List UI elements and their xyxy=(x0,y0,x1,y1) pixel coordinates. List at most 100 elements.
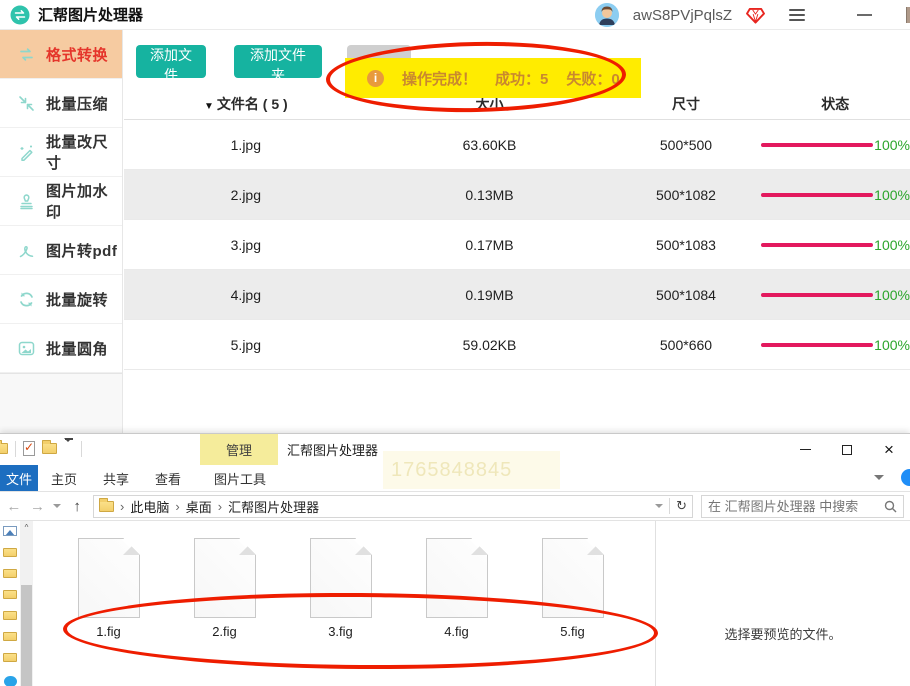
image-processor-window: 汇帮图片处理器 awS8PVjPqlsZ 格式转换 xyxy=(0,3,910,433)
back-icon[interactable]: ← xyxy=(6,497,22,515)
file-item[interactable]: 4.fig xyxy=(425,538,488,639)
file-name: 2.fig xyxy=(212,624,237,639)
progress-percent: 100% xyxy=(874,336,910,353)
divider xyxy=(81,440,82,457)
explorer-content: ^ 1.fig 2.fig 3.fig 4.fig 5.fig xyxy=(0,521,910,686)
menu-icon[interactable] xyxy=(789,6,805,24)
cell-dimension: 500*1083 xyxy=(656,236,716,253)
scroll-up-icon[interactable]: ^ xyxy=(24,523,29,532)
onedrive-icon[interactable] xyxy=(3,675,17,686)
nav-scrollbar[interactable]: ^ xyxy=(20,521,33,686)
cell-status: 100% xyxy=(760,336,910,353)
explorer-window-title: 汇帮图片处理器 xyxy=(287,443,379,458)
tab-share[interactable]: 共享 xyxy=(102,471,129,487)
quick-access-toolbar: ✓ xyxy=(0,437,82,460)
sidebar-item-batch-compress[interactable]: 批量压缩 xyxy=(0,79,122,128)
cell-size: 0.13MB xyxy=(465,186,514,203)
toast-message: 操作完成！ xyxy=(402,70,478,88)
add-folder-button[interactable]: 添加文件夹 xyxy=(234,45,322,83)
recent-locations-icon[interactable] xyxy=(53,504,62,508)
customize-quick-access-icon[interactable] xyxy=(64,437,74,460)
minimize-button[interactable] xyxy=(784,434,826,465)
progress-bar xyxy=(760,342,874,347)
file-item[interactable]: 5.fig xyxy=(541,538,604,639)
folder-icon[interactable] xyxy=(0,440,8,455)
explorer-titlebar: ✓ 管理 汇帮图片处理器 × xyxy=(0,434,910,465)
preview-placeholder-text: 选择要预览的文件。 xyxy=(724,627,842,642)
cell-size: 0.17MB xyxy=(465,236,514,253)
username[interactable]: awS8PVjPqlsZ xyxy=(632,6,732,24)
folder-icon[interactable] xyxy=(3,652,17,662)
progress-bar xyxy=(760,292,874,297)
folder-icon[interactable] xyxy=(3,631,17,641)
up-icon[interactable]: ↑ xyxy=(73,497,81,515)
table-row[interactable]: 4.jpg 0.19MB 500*1084 100% xyxy=(124,270,910,320)
maximize-button[interactable] xyxy=(826,434,868,465)
toast-fail-count: 失败：0 xyxy=(566,70,620,88)
cell-dimension: 500*1084 xyxy=(656,286,716,303)
tab-picture-tools[interactable]: 图片工具 xyxy=(213,471,266,487)
add-file-button[interactable]: 添加文件 xyxy=(136,45,206,83)
header-filename[interactable]: ▼ 文件名 ( 5 ) xyxy=(203,95,288,112)
app-logo-icon xyxy=(10,5,30,24)
table-row[interactable]: 3.jpg 0.17MB 500*1083 100% xyxy=(124,220,910,270)
sidebar-item-format-convert[interactable]: 格式转换 xyxy=(0,30,122,79)
breadcrumb-this-pc[interactable]: 此电脑 xyxy=(130,499,170,515)
minimize-button[interactable] xyxy=(857,14,872,16)
cell-status: 100% xyxy=(760,137,910,153)
breadcrumb-separator: › xyxy=(120,498,125,514)
scrollbar-thumb[interactable] xyxy=(21,585,32,686)
file-item[interactable]: 3.fig xyxy=(309,538,372,639)
file-icon xyxy=(541,538,604,618)
table-row[interactable]: 2.jpg 0.13MB 500*1082 100% xyxy=(124,170,910,220)
cell-dimension: 500*660 xyxy=(659,336,713,353)
address-dropdown-icon[interactable] xyxy=(655,504,664,508)
cell-size: 0.19MB xyxy=(465,286,514,303)
breadcrumb-desktop[interactable]: 桌面 xyxy=(185,499,212,515)
header-status: 状态 xyxy=(821,95,850,112)
sort-desc-icon[interactable]: ▼ xyxy=(203,100,214,112)
search-box[interactable] xyxy=(701,494,905,518)
sidebar-item-batch-rotate[interactable]: 批量旋转 xyxy=(0,275,122,324)
properties-icon[interactable]: ✓ xyxy=(23,440,35,457)
forward-icon[interactable]: → xyxy=(30,497,45,515)
folder-icon[interactable] xyxy=(3,568,17,578)
tab-view[interactable]: 查看 xyxy=(154,471,181,487)
sidebar-item-rounded-corners[interactable]: 批量圆角 xyxy=(0,324,122,373)
progress-bar xyxy=(760,242,874,247)
pictures-icon[interactable] xyxy=(3,526,17,536)
folder-icon[interactable] xyxy=(3,589,17,599)
file-icon xyxy=(77,538,140,618)
new-folder-icon[interactable] xyxy=(42,440,57,455)
file-icon xyxy=(309,538,372,618)
user-avatar[interactable] xyxy=(594,3,619,27)
sidebar-item-image-to-pdf[interactable]: 图片转pdf xyxy=(0,226,122,275)
file-item[interactable]: 1.fig xyxy=(77,538,140,639)
cell-dimension: 500*500 xyxy=(659,136,713,153)
folder-icon[interactable] xyxy=(3,547,17,557)
sidebar-item-watermark[interactable]: 图片加水印 xyxy=(0,177,122,226)
folder-icon[interactable] xyxy=(3,610,17,620)
compress-icon xyxy=(19,95,34,111)
collapse-ribbon-icon[interactable] xyxy=(874,475,884,480)
refresh-icon[interactable]: ↻ xyxy=(676,498,688,513)
completion-toast: i 操作完成！ 成功：5 失败：0 xyxy=(345,58,641,98)
file-item[interactable]: 2.fig xyxy=(193,538,256,639)
tab-home[interactable]: 主页 xyxy=(50,471,77,487)
close-button[interactable]: × xyxy=(884,439,894,459)
breadcrumb-current-folder[interactable]: 汇帮图片处理器 xyxy=(228,499,320,515)
table-row[interactable]: 1.jpg 63.60KB 500*500 100% xyxy=(124,120,910,170)
search-input[interactable] xyxy=(708,498,885,514)
cell-filename: 2.jpg xyxy=(230,186,261,203)
sidebar: 格式转换 批量压缩 批量改尺寸 图片加水印 图片转pdf 批量旋转 批量圆角 xyxy=(0,30,123,433)
table-header: ▼ 文件名 ( 5 ) 大小 尺寸 状态 xyxy=(124,88,910,120)
help-button[interactable] xyxy=(901,469,910,486)
file-name: 4.fig xyxy=(444,624,469,639)
address-box[interactable]: › 此电脑 › 桌面 › 汇帮图片处理器 ↻ xyxy=(93,494,694,518)
table-row[interactable]: 5.jpg 59.02KB 500*660 100% xyxy=(124,320,910,370)
vip-badge-icon[interactable] xyxy=(746,7,765,24)
tab-file[interactable]: 文件 xyxy=(0,465,38,491)
cell-status: 100% xyxy=(760,287,910,303)
sidebar-item-batch-resize[interactable]: 批量改尺寸 xyxy=(0,128,122,177)
tab-manage[interactable]: 管理 xyxy=(200,434,278,465)
